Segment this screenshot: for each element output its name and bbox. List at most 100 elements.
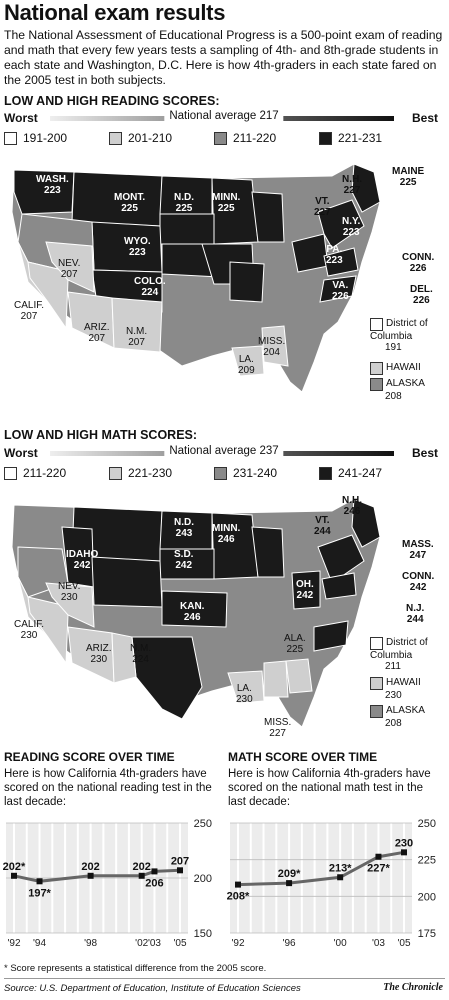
y-tick-label: 250 bbox=[418, 818, 436, 830]
reading-dc-legend: District of Columbia 191 bbox=[370, 318, 428, 353]
math-average-label: National average 237 bbox=[164, 445, 284, 457]
reading-map-svg bbox=[11, 163, 381, 393]
math-label-vt: VT. 244 bbox=[314, 515, 331, 537]
math-alaska-legend: ALASKA 208 bbox=[370, 705, 425, 729]
swatch-icon bbox=[214, 466, 227, 480]
swatch-icon bbox=[109, 466, 122, 480]
math-label-idaho: IDAHO 242 bbox=[66, 549, 99, 571]
data-label: 202 bbox=[133, 861, 151, 873]
math-chart: 175 200 225 250 '92 '96 '00 '03 '05 208* 209* 213* 2… bbox=[227, 818, 436, 949]
math-map: N.D. 243 MINN. 246 S.D. 242 IDAHO 242 KAN. 24… bbox=[2, 487, 448, 742]
reading-legend-2: 201-210 bbox=[109, 131, 172, 145]
math-label-nev: NEV. 230 bbox=[58, 581, 81, 603]
reading-label-vt: VT. 227 bbox=[314, 196, 331, 218]
math-label-nj: N.J. 244 bbox=[406, 603, 425, 625]
math-label-nd: N.D. 243 bbox=[174, 517, 194, 539]
math-label-sd: S.D. 242 bbox=[174, 549, 194, 571]
data-label: 202* bbox=[3, 861, 26, 873]
data-label: 208* bbox=[227, 891, 250, 903]
math-chart-desc: Here is how California 4th-graders have … bbox=[228, 768, 431, 808]
reading-label-ny: N.Y. 223 bbox=[342, 216, 361, 238]
reading-map: WASH. 223 MONT. 225 N.D. 225 MINN. 225 WYO. 2… bbox=[2, 152, 448, 417]
footnote: * Score represents a statistical differe… bbox=[4, 963, 267, 974]
x-tick-label: '92 bbox=[7, 938, 20, 949]
math-label-kan: KAN. 246 bbox=[180, 601, 205, 623]
math-map-svg bbox=[11, 498, 381, 728]
reading-label-la: LA. 209 bbox=[238, 354, 255, 376]
math-label-miss: MISS. 227 bbox=[264, 717, 292, 739]
data-point bbox=[138, 872, 145, 879]
reading-worst-label: Worst bbox=[4, 111, 38, 125]
data-label: 209* bbox=[278, 868, 301, 880]
credit: The Chronicle bbox=[383, 982, 443, 993]
intro-text: The National Assessment of Educational P… bbox=[4, 28, 443, 87]
reading-best-label: Best bbox=[411, 111, 438, 125]
math-label-minn: MINN. 246 bbox=[212, 523, 241, 545]
swatch-icon bbox=[370, 677, 383, 690]
reading-label-mont: MONT. 225 bbox=[114, 192, 146, 214]
math-legend-3: 231-240 bbox=[214, 466, 277, 480]
swatch-icon bbox=[319, 466, 332, 480]
reading-alaska-legend: ALASKA 208 bbox=[370, 378, 425, 402]
data-point bbox=[87, 872, 94, 879]
math-dc-legend: District of Columbia 211 bbox=[370, 637, 428, 672]
y-tick-label: 225 bbox=[418, 855, 436, 867]
math-label-nm: N.M. 224 bbox=[130, 643, 152, 665]
math-label-mass: MASS. 247 bbox=[402, 539, 434, 561]
math-legend-2: 221-230 bbox=[109, 466, 172, 480]
reading-chart-heading: READING SCORE OVER TIME bbox=[4, 750, 175, 764]
math-label-la: LA. 230 bbox=[236, 683, 253, 705]
reading-chart-desc: Here is how California 4th-graders have … bbox=[4, 768, 212, 808]
swatch-icon bbox=[370, 378, 383, 391]
data-label: 227* bbox=[367, 863, 390, 875]
data-point bbox=[286, 880, 293, 887]
reading-label-wyo: WYO. 223 bbox=[124, 236, 151, 258]
y-tick-label: 200 bbox=[418, 891, 436, 903]
math-chart-heading: MATH SCORE OVER TIME bbox=[228, 750, 378, 764]
reading-label-va: VA. 226 bbox=[332, 280, 349, 302]
reading-label-miss: MISS. 204 bbox=[258, 336, 286, 358]
reading-legend-4: 221-231 bbox=[319, 131, 382, 145]
data-point bbox=[177, 867, 183, 874]
reading-label-wash: WASH. 223 bbox=[36, 174, 69, 196]
x-tick-label: '05 bbox=[397, 938, 410, 949]
divider bbox=[4, 978, 445, 979]
x-tick-label: '03 bbox=[148, 938, 161, 949]
x-tick-label: '02 bbox=[135, 938, 148, 949]
page-title: National exam results bbox=[4, 0, 226, 25]
reading-label-minn: MINN. 225 bbox=[212, 192, 241, 214]
swatch-icon bbox=[4, 131, 17, 145]
math-worst-label: Worst bbox=[4, 446, 38, 460]
data-point bbox=[11, 872, 17, 879]
math-best-label: Best bbox=[411, 446, 438, 460]
reading-legend: 191-200 201-210 211-220 221-231 bbox=[4, 131, 444, 147]
reading-label-del: DEL. 226 bbox=[410, 284, 433, 306]
reading-label-maine: MAINE 225 bbox=[392, 166, 425, 188]
data-label: 213* bbox=[329, 862, 352, 874]
source: Source: U.S. Department of Education, In… bbox=[4, 983, 301, 994]
data-label: 207 bbox=[171, 855, 189, 867]
reading-legend-1: 191-200 bbox=[4, 131, 67, 145]
data-point bbox=[401, 849, 407, 856]
reading-map-heading: LOW AND HIGH READING SCORES: bbox=[4, 94, 220, 108]
reading-label-conn: CONN. 226 bbox=[402, 252, 435, 274]
x-tick-label: '94 bbox=[33, 938, 46, 949]
math-label-calif: CALIF. 230 bbox=[14, 619, 45, 641]
math-label-ariz: ARIZ. 230 bbox=[86, 643, 112, 665]
swatch-icon bbox=[370, 362, 383, 375]
swatch-icon bbox=[4, 466, 17, 480]
reading-scale: Worst National average 217 Best bbox=[4, 110, 444, 127]
reading-label-nh: N.H. 227 bbox=[342, 174, 362, 196]
x-tick-label: '03 bbox=[372, 938, 385, 949]
math-map-heading: LOW AND HIGH MATH SCORES: bbox=[4, 428, 198, 442]
x-tick-label: '98 bbox=[84, 938, 97, 949]
math-legend: 211-220 221-230 231-240 241-247 bbox=[4, 466, 444, 482]
x-tick-label: '92 bbox=[231, 938, 244, 949]
data-point bbox=[337, 874, 344, 881]
swatch-icon bbox=[370, 637, 383, 650]
reading-label-nd: N.D. 225 bbox=[174, 192, 194, 214]
data-point bbox=[36, 878, 43, 885]
y-tick-label: 200 bbox=[194, 873, 212, 885]
swatch-icon bbox=[370, 318, 383, 331]
reading-average-label: National average 217 bbox=[164, 110, 284, 122]
